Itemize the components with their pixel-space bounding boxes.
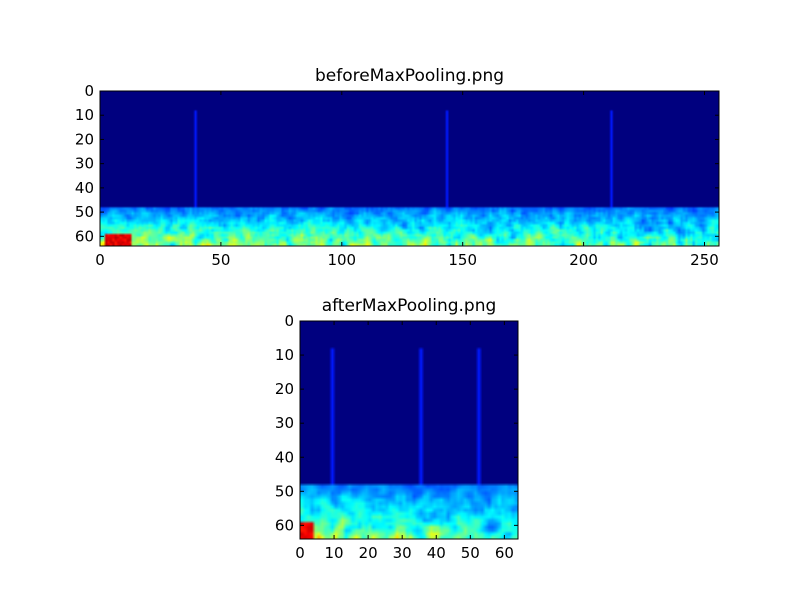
y-tick-label: 60 [75, 227, 94, 245]
axes-frame [99, 90, 720, 247]
x-tick-label: 50 [461, 544, 480, 562]
x-tick-label: 100 [327, 251, 356, 269]
x-tick-label: 150 [448, 251, 477, 269]
x-tick-label: 30 [393, 544, 412, 562]
y-tick-label: 40 [275, 448, 294, 466]
heatmap-before [100, 91, 719, 246]
x-tick-label: 0 [95, 251, 105, 269]
chart-title-before: beforeMaxPooling.png [314, 66, 505, 86]
x-tick-label: 10 [325, 544, 344, 562]
y-tick-label: 60 [275, 516, 294, 534]
x-tick-label: 200 [569, 251, 598, 269]
y-tick-label: 40 [75, 179, 94, 197]
y-tick-label: 20 [75, 130, 94, 148]
y-tick-label: 30 [75, 155, 94, 173]
x-tick-label: 50 [211, 251, 230, 269]
chart-title-after: afterMaxPooling.png [321, 296, 497, 316]
y-tick-label: 30 [275, 414, 294, 432]
y-tick-label: 10 [275, 346, 294, 364]
y-tick-label: 50 [275, 482, 294, 500]
y-tick-label: 0 [284, 312, 294, 330]
x-tick-label: 60 [495, 544, 514, 562]
y-tick-label: 50 [75, 203, 94, 221]
x-tick-label: 0 [295, 544, 305, 562]
y-tick-label: 10 [75, 106, 94, 124]
y-tick-label: 0 [84, 82, 94, 100]
y-tick-label: 20 [275, 380, 294, 398]
x-tick-label: 250 [690, 251, 719, 269]
x-tick-label: 40 [427, 544, 446, 562]
axes-frame [299, 320, 519, 540]
heatmap-after [300, 321, 518, 539]
x-tick-label: 20 [359, 544, 378, 562]
